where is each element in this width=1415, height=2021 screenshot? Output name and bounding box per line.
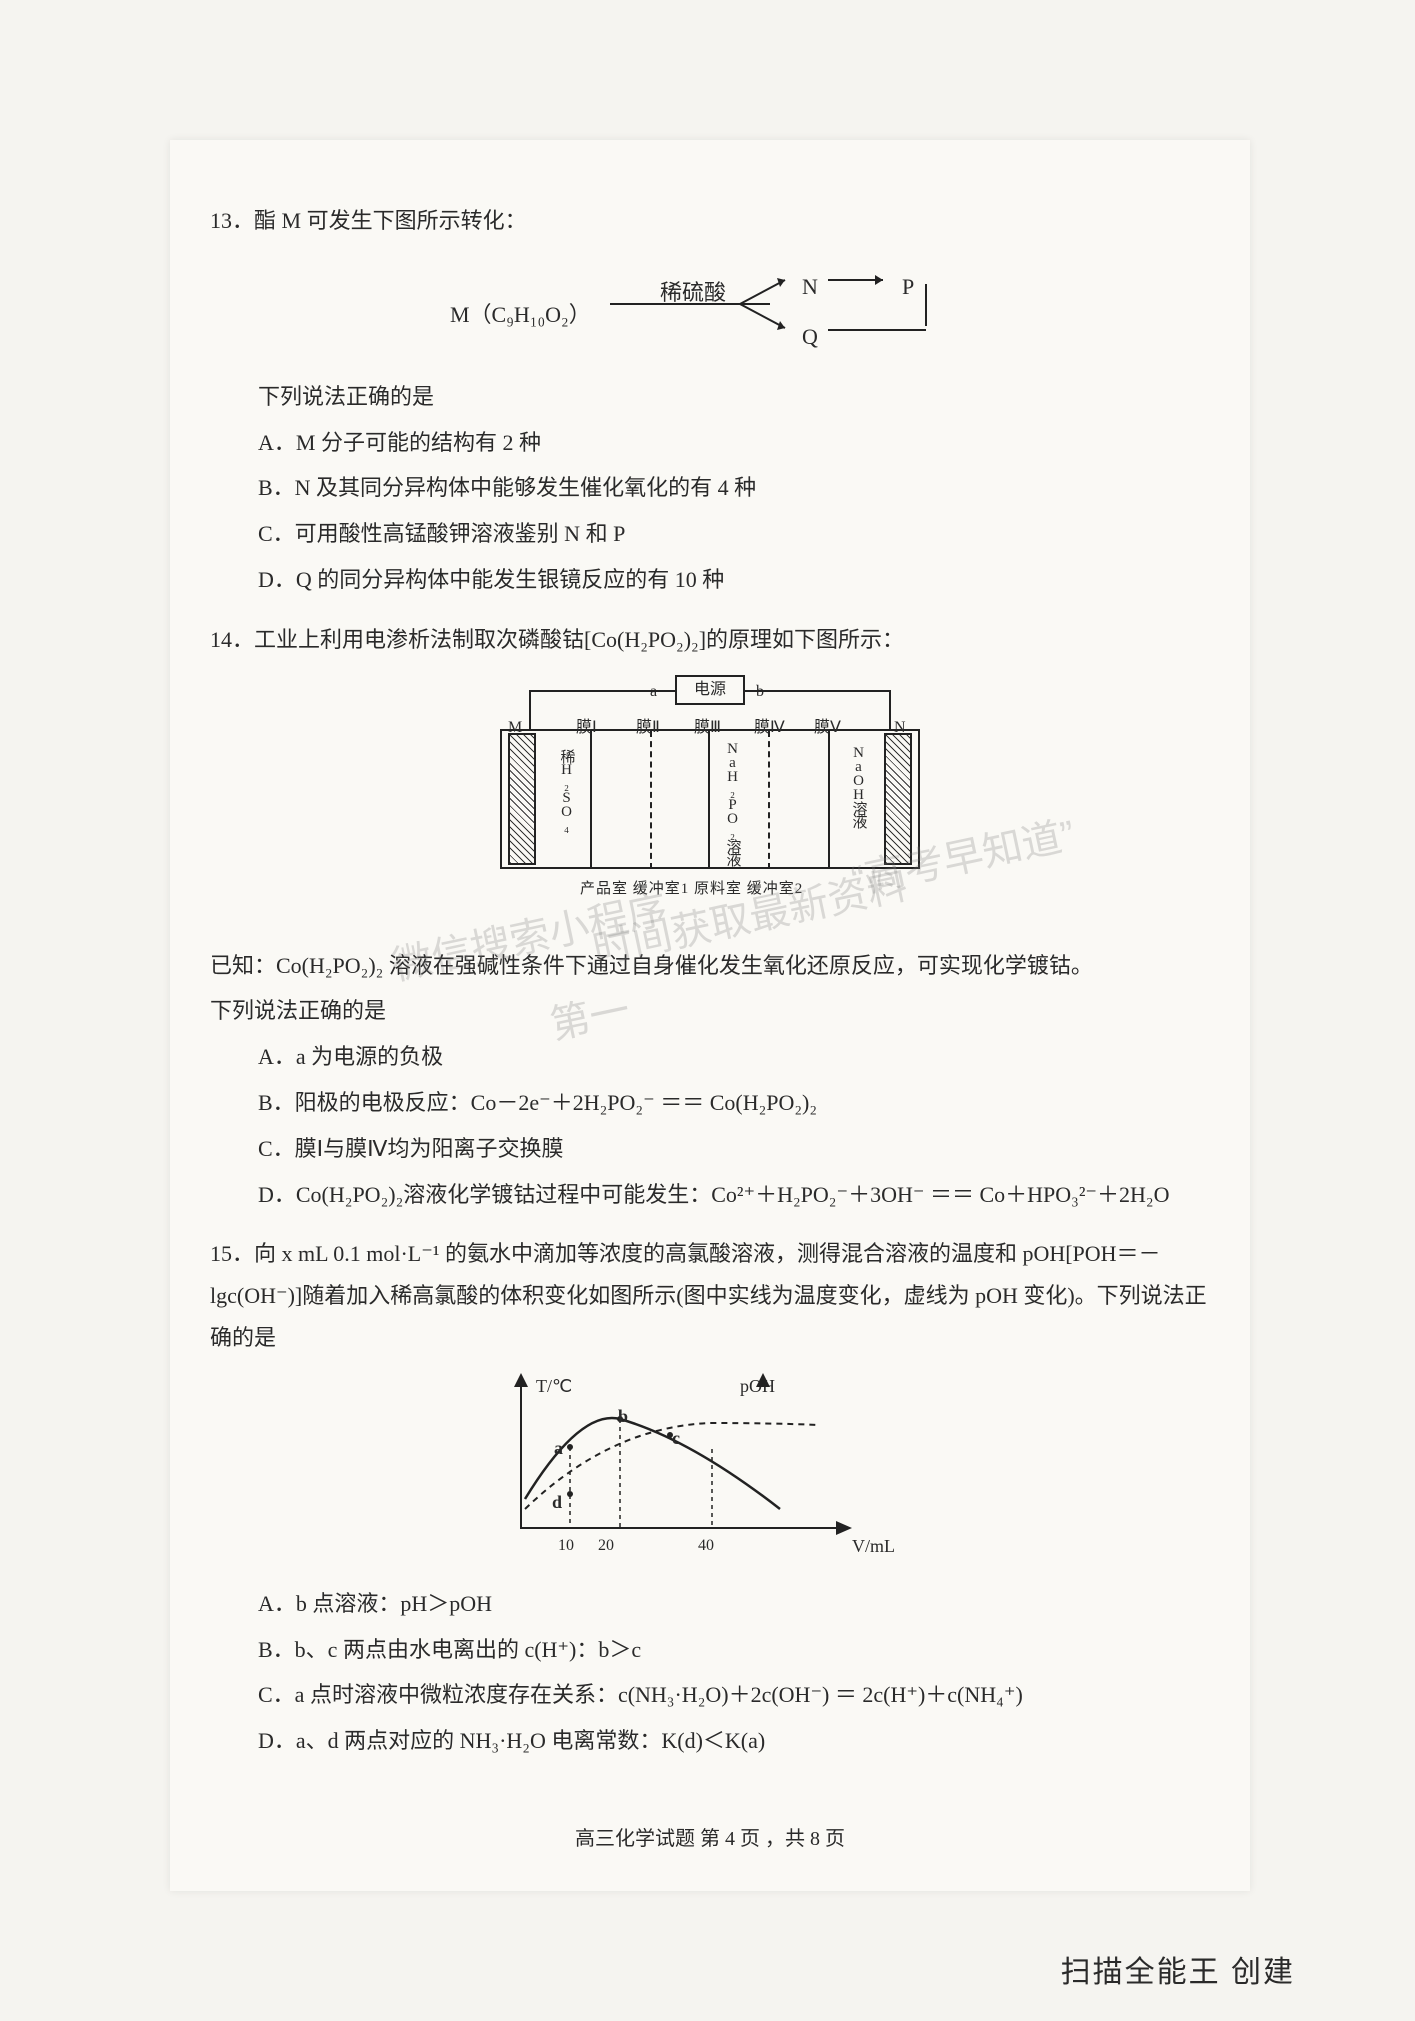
q14-mem4: 膜Ⅳ xyxy=(754,713,785,743)
q14-mem5: 膜Ⅴ xyxy=(814,713,841,743)
q14-mem2: 膜Ⅱ xyxy=(636,713,660,743)
q14-opt-B: B．阳极的电极反应：Co－2e⁻＋2H₂PO₂⁻ ＝＝ Co(H₂PO₂)₂ xyxy=(258,1082,1210,1124)
q13-number: 13． xyxy=(210,208,254,233)
q14-mem1-line xyxy=(590,731,592,869)
exam-page: 13．酯 M 可发生下图所示转化： M（C₉H₁₀O₂） 稀硫酸 N xyxy=(170,140,1250,1891)
q15-opt-B: B．b、c 两点由水电离出的 c(H⁺)：b＞c xyxy=(258,1629,1210,1671)
page-footer: 高三化学试题 第 4 页 ，共 8 页 xyxy=(210,1822,1210,1851)
q15-pt-c: c xyxy=(672,1421,680,1455)
q14-diagram: 电源 a b M N 膜 xyxy=(210,671,1210,931)
question-14: 14．工业上利用电渗析法制取次磷酸钴[Co(H₂PO₂)₂]的原理如下图所示： … xyxy=(210,619,1210,1216)
q14-number: 14． xyxy=(210,627,254,652)
q14-mem5-line xyxy=(828,731,830,869)
q15-stem-text: 向 x mL 0.1 mol·L⁻¹ 的氨水中滴加等浓度的高氯酸溶液，测得混合溶… xyxy=(210,1241,1207,1350)
scanner-credit: 扫描全能王 创建 xyxy=(1061,1947,1295,1991)
question-15: 15．向 x mL 0.1 mol·L⁻¹ 的氨水中滴加等浓度的高氯酸溶液，测得… xyxy=(210,1233,1210,1762)
q13-Q: Q xyxy=(802,316,818,358)
q14-opt-C: C．膜Ⅰ与膜Ⅳ均为阳离子交换膜 xyxy=(258,1128,1210,1170)
q13-lead: 下列说法正确的是 xyxy=(258,376,1210,418)
q13-stem-text: 酯 M 可发生下图所示转化： xyxy=(254,208,527,233)
q15-opt-C: C．a 点时溶液中微粒浓度存在关系：c(NH₃·H₂O)＋2c(OH⁻) ＝ 2… xyxy=(258,1674,1210,1716)
q14-bottom: 产品室 缓冲室1 原料室 缓冲室2 xyxy=(580,875,803,904)
q13-opt-A: A．M 分子可能的结构有 2 种 xyxy=(258,422,1210,464)
q13-options: 下列说法正确的是 A．M 分子可能的结构有 2 种 B．N 及其同分异构体中能够… xyxy=(210,376,1210,601)
q14-lead: 下列说法正确的是 xyxy=(210,990,1210,1032)
q14-known: 已知：Co(H₂PO₂)₂ 溶液在强碱性条件下通过自身催化发生氧化还原反应，可实… xyxy=(210,945,1210,987)
q14-stem: 14．工业上利用电渗析法制取次磷酸钴[Co(H₂PO₂)₂]的原理如下图所示： xyxy=(210,619,1210,661)
q13-diagram: M（C₉H₁₀O₂） 稀硫酸 N P Q xyxy=(210,252,1210,362)
q13-NP-arrow xyxy=(828,270,898,290)
q13-arrow-svg xyxy=(610,272,830,352)
q15-options: A．b 点溶液：pH＞pOH B．b、c 两点由水电离出的 c(H⁺)：b＞c … xyxy=(210,1583,1210,1762)
q13-P: P xyxy=(902,266,914,308)
q13-QP-line xyxy=(828,320,928,340)
q13-N: N xyxy=(802,266,818,308)
q15-curves xyxy=(460,1369,860,1539)
q14-midsol: NaH₂PO₂溶液 xyxy=(718,741,747,865)
q14-N: N xyxy=(894,713,906,743)
q14-electrode-M xyxy=(508,733,536,865)
q14-M: M xyxy=(508,713,522,743)
q15-pt-a: a xyxy=(554,1431,563,1465)
q14-opt-A: A．a 为电源的负极 xyxy=(258,1036,1210,1078)
q13-stem: 13．酯 M 可发生下图所示转化： xyxy=(210,200,1210,242)
q13-opt-B: B．N 及其同分异构体中能够发生催化氧化的有 4 种 xyxy=(258,467,1210,509)
q14-stem-text: 工业上利用电渗析法制取次磷酸钴[Co(H₂PO₂)₂]的原理如下图所示： xyxy=(254,627,904,652)
q14-mem4-line xyxy=(768,731,770,869)
question-13: 13．酯 M 可发生下图所示转化： M（C₉H₁₀O₂） 稀硫酸 N xyxy=(210,200,1210,601)
q14-mem3: 膜Ⅲ xyxy=(694,713,721,743)
q14-text: 已知：Co(H₂PO₂)₂ 溶液在强碱性条件下通过自身催化发生氧化还原反应，可实… xyxy=(210,945,1210,1216)
q15-number: 15． xyxy=(210,1241,254,1266)
q15-opt-D: D．a、d 两点对应的 NH₃·H₂O 电离常数：K(d)＜K(a) xyxy=(258,1720,1210,1762)
q14-rightsol: NaOH溶液 xyxy=(844,745,873,827)
q15-pt-d: d xyxy=(552,1485,562,1519)
q15-opt-A: A．b 点溶液：pH＞pOH xyxy=(258,1583,1210,1625)
q15-diagram: T/℃ pOH V/mL 10 20 40 xyxy=(210,1369,1210,1569)
q14-opt-D: D．Co(H₂PO₂)₂溶液化学镀钴过程中可能发生：Co²⁺＋H₂PO₂⁻＋3O… xyxy=(258,1174,1210,1216)
q14-mem1: 膜Ⅰ xyxy=(576,713,597,743)
q14-mem3-line xyxy=(708,731,710,869)
q13-opt-C: C．可用酸性高锰酸钾溶液鉴别 N 和 P xyxy=(258,513,1210,555)
q13-opt-D: D．Q 的同分异构体中能发生银镜反应的有 10 种 xyxy=(258,559,1210,601)
q14-leftsol: 稀H₂SO₄ xyxy=(552,749,581,832)
q15-stem: 15．向 x mL 0.1 mol·L⁻¹ 的氨水中滴加等浓度的高氯酸溶液，测得… xyxy=(210,1233,1210,1358)
q14-mem2-line xyxy=(650,731,652,869)
q14-electrode-N xyxy=(884,733,912,865)
q13-M-label: M（C₉H₁₀O₂） xyxy=(450,294,591,336)
q15-pt-b: b xyxy=(618,1399,628,1433)
